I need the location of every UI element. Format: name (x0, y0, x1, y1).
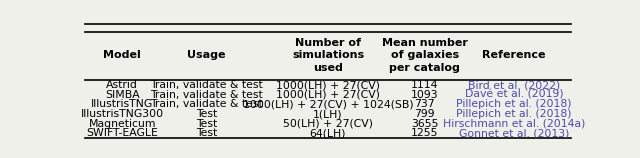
Text: Astrid: Astrid (106, 80, 138, 90)
Text: Bird et al. (2022): Bird et al. (2022) (468, 80, 560, 90)
Text: Test: Test (196, 128, 217, 138)
Text: 3655: 3655 (411, 119, 438, 129)
Text: IllustrisTNG: IllustrisTNG (91, 100, 154, 109)
Text: Train, validate & test: Train, validate & test (150, 90, 263, 100)
Text: 1(LH): 1(LH) (313, 109, 343, 119)
Text: IllustrisTNG300: IllustrisTNG300 (81, 109, 164, 119)
Text: Model: Model (103, 50, 141, 60)
Text: Mean number
of galaxies
per catalog: Mean number of galaxies per catalog (382, 38, 468, 73)
Text: Davé et al. (2019): Davé et al. (2019) (465, 90, 563, 100)
Text: 737: 737 (415, 100, 435, 109)
Text: 64(LH): 64(LH) (310, 128, 346, 138)
Text: Magneticum: Magneticum (88, 119, 156, 129)
Text: Usage: Usage (188, 50, 226, 60)
Text: 1093: 1093 (411, 90, 438, 100)
Text: Test: Test (196, 109, 217, 119)
Text: Number of
simulations
used: Number of simulations used (292, 38, 364, 73)
Text: SIMBA: SIMBA (105, 90, 140, 100)
Text: SWIFT-EAGLE: SWIFT-EAGLE (86, 128, 158, 138)
Text: 50(LH) + 27(CV): 50(LH) + 27(CV) (283, 119, 373, 129)
Text: Reference: Reference (483, 50, 546, 60)
Text: 1114: 1114 (411, 80, 438, 90)
Text: Train, validate & test: Train, validate & test (150, 80, 263, 90)
Text: 1000(LH) + 27(CV): 1000(LH) + 27(CV) (276, 90, 380, 100)
Text: Pillepich et al. (2018): Pillepich et al. (2018) (456, 109, 572, 119)
Text: Test: Test (196, 119, 217, 129)
Text: Train, validate & test: Train, validate & test (150, 100, 263, 109)
Text: 1000(LH) + 27(CV): 1000(LH) + 27(CV) (276, 80, 380, 90)
Text: 1000(LH) + 27(CV) + 1024(SB): 1000(LH) + 27(CV) + 1024(SB) (243, 100, 413, 109)
Text: 799: 799 (415, 109, 435, 119)
Text: 1255: 1255 (411, 128, 438, 138)
Text: Hirschmann et al. (2014a): Hirschmann et al. (2014a) (443, 119, 585, 129)
Text: Gonnet et al. (2013): Gonnet et al. (2013) (459, 128, 569, 138)
Text: Pillepich et al. (2018): Pillepich et al. (2018) (456, 100, 572, 109)
